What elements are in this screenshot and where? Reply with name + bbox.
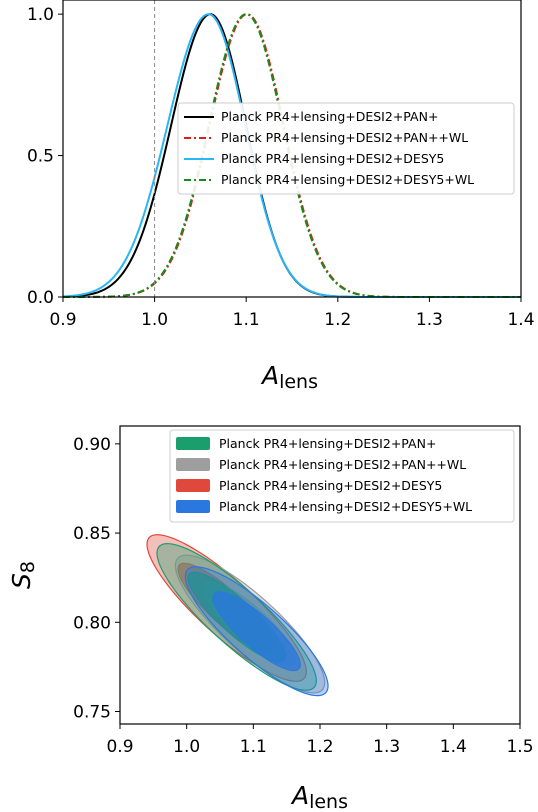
bottom-x-tick-label: 1.4	[440, 737, 467, 757]
top-x-axis-label: Alens	[260, 361, 318, 393]
top-x-tick-label: 1.3	[416, 310, 443, 330]
bottom-legend-swatch-0	[176, 437, 210, 450]
top-xlabel-sub: lens	[279, 371, 318, 393]
bottom-xlabel-main: A	[290, 781, 309, 810]
bottom-legend-swatch-3	[176, 500, 210, 513]
bottom-contours-group	[146, 534, 329, 697]
contour-3-inner	[212, 591, 301, 672]
top-x-tick-label: 1.2	[324, 310, 351, 330]
bottom-y-axis-label: S8	[7, 561, 39, 589]
bottom-y-tick-label: 0.75	[73, 703, 111, 723]
top-x-tick-label: 1.1	[233, 310, 260, 330]
bottom-legend-box	[169, 429, 515, 523]
bottom-x-tick-label: 1.2	[306, 737, 333, 757]
top-panel: 0.9 1.0 1.1 1.2 1.3 1.4 0.0 0.5 1.0 Alens Planc…	[27, 0, 535, 393]
bottom-x-tick-label: 1.5	[506, 737, 533, 757]
top-y-tick-label: 0.5	[27, 147, 54, 167]
bottom-legend-label-1: Planck PR4+lensing+DESI2+PAN++WL	[219, 457, 466, 472]
bottom-x-tick-label: 0.9	[106, 737, 133, 757]
top-y-tick-label: 1.0	[27, 5, 54, 25]
bottom-ylabel-main: S	[7, 573, 36, 589]
bottom-y-ticks: 0.75 0.80 0.85 0.90	[73, 435, 120, 723]
bottom-x-tick-label: 1.0	[173, 737, 200, 757]
top-legend: Planck PR4+lensing+DESI2+PAN+ Planck PR4…	[177, 102, 515, 195]
bottom-x-tick-label: 1.1	[240, 737, 267, 757]
bottom-legend-label-0: Planck PR4+lensing+DESI2+PAN+	[219, 436, 436, 451]
bottom-legend-label-3: Planck PR4+lensing+DESI2+DESY5+WL	[219, 499, 472, 514]
top-legend-label-0: Planck PR4+lensing+DESI2+PAN+	[221, 109, 438, 124]
bottom-y-tick-label: 0.85	[73, 524, 111, 544]
top-legend-label-3: Planck PR4+lensing+DESI2+DESY5+WL	[221, 172, 474, 187]
top-legend-label-2: Planck PR4+lensing+DESI2+DESY5	[221, 151, 444, 166]
top-xlabel-main: A	[260, 361, 279, 390]
bottom-legend-swatch-1	[176, 458, 210, 471]
top-x-tick-label: 1.4	[507, 310, 534, 330]
bottom-x-axis-label: Alens	[290, 781, 348, 812]
top-x-tick-label: 0.9	[49, 310, 76, 330]
bottom-xlabel-sub: lens	[309, 791, 348, 812]
bottom-y-tick-label: 0.80	[73, 613, 111, 633]
top-y-tick-label: 0.0	[27, 288, 54, 308]
top-x-tick-label: 1.0	[141, 310, 168, 330]
top-y-ticks: 0.0 0.5 1.0	[27, 5, 63, 308]
bottom-legend-swatch-2	[176, 479, 210, 492]
bottom-y-tick-label: 0.90	[73, 435, 111, 455]
bottom-legend: Planck PR4+lensing+DESI2+PAN+ Planck PR4…	[169, 429, 515, 523]
top-legend-box	[177, 102, 515, 195]
top-x-ticks: 0.9 1.0 1.1 1.2 1.3 1.4	[49, 297, 535, 330]
top-plot-frame	[62, 0, 522, 298]
bottom-ylabel-sub: 8	[17, 561, 39, 573]
bottom-legend-label-2: Planck PR4+lensing+DESI2+DESY5	[219, 478, 442, 493]
top-legend-label-1: Planck PR4+lensing+DESI2+PAN++WL	[221, 130, 468, 145]
bottom-x-tick-label: 1.3	[373, 737, 400, 757]
bottom-x-ticks: 0.9 1.0 1.1 1.2 1.3 1.4 1.5	[106, 724, 534, 757]
bottom-panel: 0.9 1.0 1.1 1.2 1.3 1.4 1.5 0.75 0.80 0.85 0.90 A…	[7, 425, 534, 812]
